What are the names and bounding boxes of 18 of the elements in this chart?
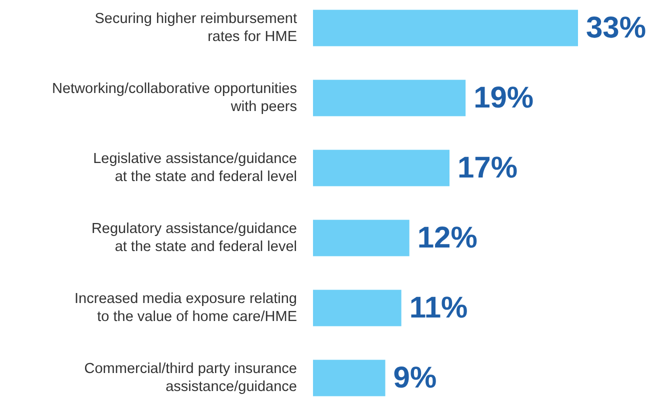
bar	[313, 150, 450, 186]
y-tick-label: Legislative assistance/guidance at the state and federal level	[93, 151, 297, 185]
data-label: 9%	[393, 362, 437, 394]
bar	[313, 80, 466, 116]
y-tick-label: Regulatory assistance/guidance at the state and federal level	[91, 221, 297, 255]
y-tick-label: Commercial/third party insurance assistance/guidance	[84, 361, 297, 395]
y-tick-label: Securing higher reimbursement rates for HME	[94, 11, 298, 45]
data-label: 19%	[474, 82, 534, 114]
bar	[313, 220, 410, 256]
y-tick-label: Networking/collaborative opportunities with peers	[52, 81, 297, 115]
data-label: 17%	[458, 152, 518, 184]
y-tick-label: Increased media exposure relating to the value of home care/HME	[74, 291, 298, 325]
bar	[313, 290, 402, 326]
bar	[313, 10, 578, 46]
data-label: 12%	[417, 222, 478, 254]
data-label: 33%	[586, 12, 646, 44]
bar	[313, 360, 386, 396]
data-label: 11%	[409, 292, 468, 324]
